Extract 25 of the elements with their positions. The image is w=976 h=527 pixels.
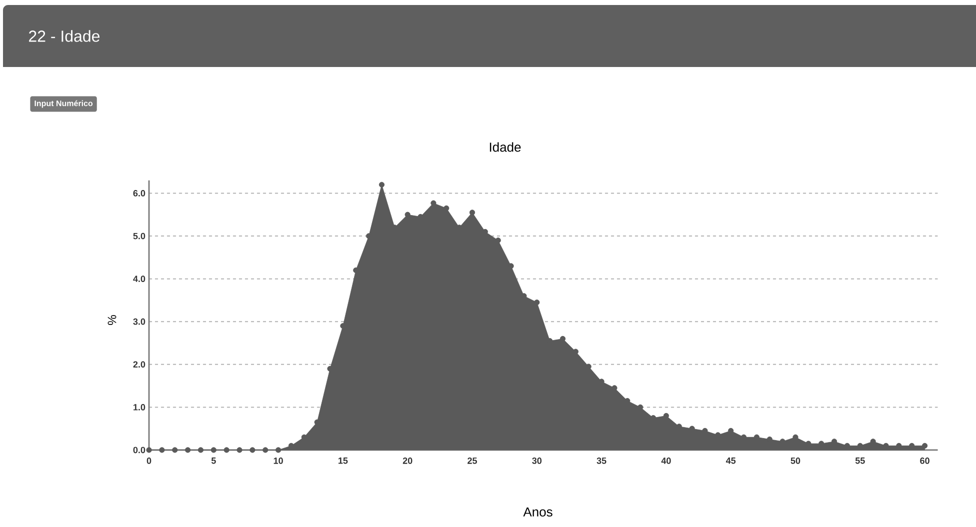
y-tick-label: 0.0	[133, 446, 146, 454]
x-tick-label: 35	[596, 458, 606, 464]
x-tick-label: 30	[532, 458, 542, 464]
y-tick-label: 4.0	[133, 276, 146, 282]
y-tick-label: 6.0	[133, 190, 146, 196]
x-tick-label: 15	[338, 458, 348, 464]
x-tick-label: 45	[726, 458, 736, 464]
y-tick-label: 5.0	[133, 232, 146, 240]
chart-title: 22 - Idade	[29, 30, 100, 42]
text: Input Numérico	[34, 100, 93, 108]
x-tick-label: 50	[790, 458, 800, 464]
y-tick-label: 2.0	[133, 361, 146, 368]
x-tick-label: 5	[211, 458, 216, 464]
x-axis-title: Anos	[523, 507, 552, 517]
x-tick-label: 55	[855, 458, 865, 464]
chart-subtitle: Idade	[490, 142, 521, 152]
x-tick-label: 60	[920, 458, 930, 464]
y-axis-title: %	[108, 315, 116, 325]
x-tick-label: 20	[402, 458, 412, 464]
x-tick-label: 0	[146, 458, 152, 464]
y-tick-label: 3.0	[133, 318, 146, 325]
y-tick-label: 1.0	[134, 404, 146, 410]
x-tick-label: 25	[468, 458, 477, 464]
x-tick-label: 40	[661, 458, 671, 464]
x-tick-label: 10	[274, 458, 283, 464]
